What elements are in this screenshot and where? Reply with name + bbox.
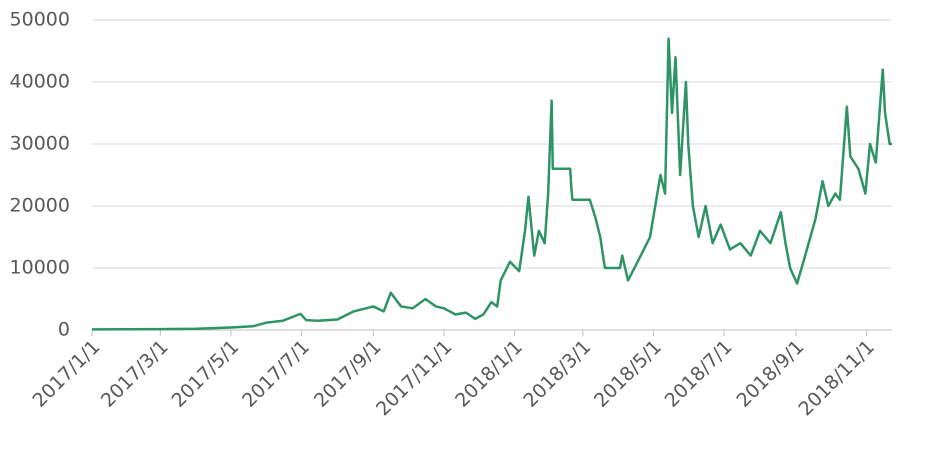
- x-tick-label: 2018/9/1: [732, 336, 808, 412]
- x-tick-label: 2018/7/1: [661, 336, 737, 412]
- price-line: [91, 37, 892, 331]
- x-tick-label: 2017/5/1: [167, 336, 243, 412]
- y-tick-label: 0: [58, 319, 70, 341]
- x-tick-label: 2018/1/1: [451, 336, 527, 412]
- y-tick-label: 40000: [10, 71, 70, 93]
- x-tick-label: 2017/9/1: [310, 336, 386, 412]
- x-tick-label: 2018/5/1: [590, 336, 666, 412]
- x-tick-label: 2017/1/1: [29, 336, 105, 412]
- y-tick-label: 50000: [10, 9, 70, 31]
- y-tick-label: 10000: [10, 257, 70, 279]
- x-tick-label: 2017/11/1: [372, 336, 456, 420]
- y-tick-label: 20000: [10, 195, 70, 217]
- x-tick-label: 2018/11/1: [795, 336, 879, 420]
- x-tick-label: 2018/3/1: [519, 336, 595, 412]
- x-tick-label: 2017/3/1: [97, 336, 173, 412]
- x-tick-label: 2017/7/1: [238, 336, 314, 412]
- y-tick-label: 30000: [10, 133, 70, 155]
